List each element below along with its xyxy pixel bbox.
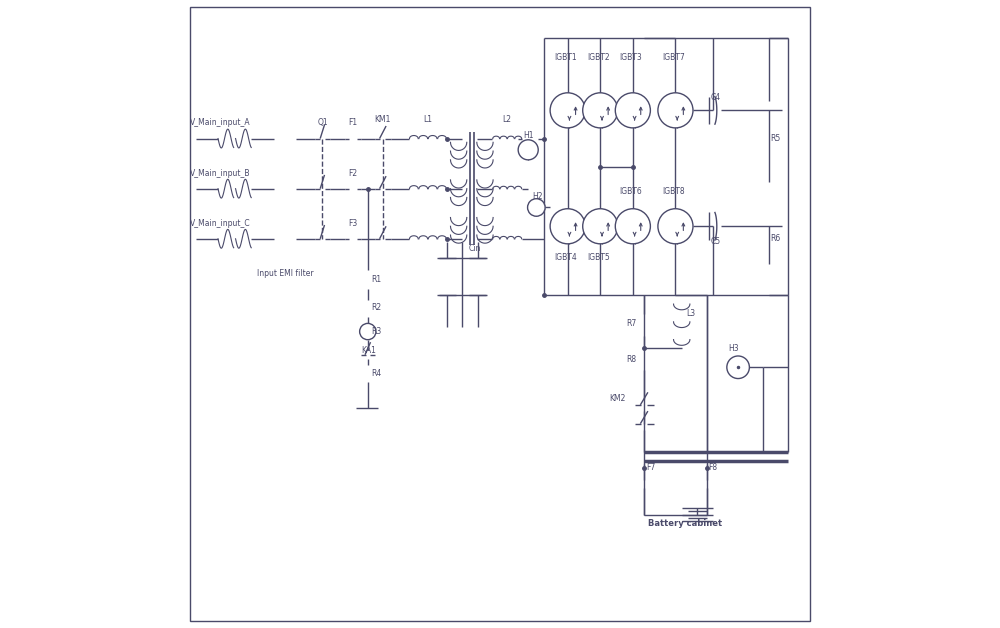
Text: F8: F8	[708, 463, 718, 472]
Text: KM1: KM1	[375, 116, 391, 124]
Text: L2: L2	[502, 116, 511, 124]
Circle shape	[550, 208, 585, 244]
Circle shape	[518, 140, 538, 160]
Bar	[762, 101, 777, 182]
Text: IGBT1: IGBT1	[554, 53, 577, 62]
Circle shape	[727, 356, 749, 379]
Text: F1: F1	[348, 119, 357, 127]
Bar	[635, 389, 654, 424]
Bar	[637, 314, 652, 336]
Circle shape	[615, 93, 650, 128]
Bar	[360, 300, 375, 317]
Text: H2: H2	[532, 192, 543, 201]
Text: C5: C5	[711, 237, 721, 246]
Text: Input EMI filter: Input EMI filter	[257, 269, 313, 278]
Bar	[349, 231, 357, 246]
Text: R8: R8	[627, 355, 637, 364]
Text: Cin: Cin	[469, 244, 481, 252]
Text: L3: L3	[687, 310, 696, 318]
Circle shape	[615, 208, 650, 244]
Circle shape	[583, 208, 618, 244]
Text: R7: R7	[626, 319, 637, 328]
Text: IGBT8: IGBT8	[662, 187, 685, 197]
Text: IGBT6: IGBT6	[620, 187, 642, 197]
Text: R3: R3	[371, 327, 381, 336]
Circle shape	[658, 208, 693, 244]
Text: R6: R6	[771, 234, 781, 243]
Text: R2: R2	[371, 303, 381, 312]
Bar	[274, 126, 296, 251]
Bar	[699, 480, 714, 489]
Circle shape	[583, 93, 618, 128]
Text: Q1: Q1	[317, 119, 328, 127]
Text: KA1: KA1	[361, 346, 376, 355]
Bar	[349, 131, 357, 146]
Bar	[349, 181, 357, 196]
Circle shape	[360, 323, 376, 340]
Bar	[360, 270, 375, 289]
Text: C4: C4	[711, 94, 721, 102]
Text: F7: F7	[646, 463, 655, 472]
Text: V_Main_input_B: V_Main_input_B	[190, 168, 250, 178]
Bar	[360, 365, 375, 382]
Circle shape	[550, 93, 585, 128]
Bar	[637, 349, 652, 371]
Circle shape	[528, 198, 545, 216]
Bar	[762, 214, 777, 264]
Text: IGBT2: IGBT2	[587, 53, 610, 62]
Text: R1: R1	[371, 275, 381, 284]
Text: F3: F3	[348, 219, 357, 227]
Text: H1: H1	[523, 131, 533, 140]
Bar	[637, 480, 652, 489]
Bar	[613, 499, 782, 546]
Text: R5: R5	[771, 134, 781, 143]
Circle shape	[658, 93, 693, 128]
Text: KM2: KM2	[609, 394, 625, 403]
Text: L1: L1	[423, 116, 432, 124]
Text: IGBT4: IGBT4	[554, 253, 577, 262]
Text: Battery cabinet: Battery cabinet	[648, 519, 722, 528]
Text: IGBT3: IGBT3	[620, 53, 642, 62]
Text: V_Main_input_A: V_Main_input_A	[190, 119, 250, 127]
Text: IGBT5: IGBT5	[587, 253, 610, 262]
Text: R4: R4	[371, 369, 381, 378]
Text: H3: H3	[728, 344, 738, 353]
Text: IGBT7: IGBT7	[662, 53, 685, 62]
Text: V_Main_input_C: V_Main_input_C	[190, 219, 250, 227]
Text: F2: F2	[348, 168, 357, 178]
